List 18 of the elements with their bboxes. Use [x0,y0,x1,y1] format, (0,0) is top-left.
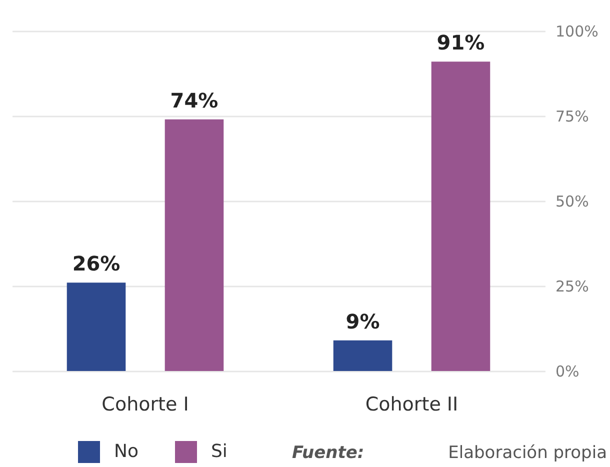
y-tick-label: 50% [556,192,589,210]
x-tick-label: Cohorte II [365,394,458,416]
y-tick-label: 0% [556,362,580,380]
y-tick-label: 25% [556,278,589,296]
text: Fuente: Elaboración propia [292,443,607,463]
data-label: 9% [346,309,380,334]
y-tick-label: 100% [556,22,598,40]
bar [431,62,490,371]
data-label: 26% [72,252,120,276]
bar [66,282,126,371]
legend-label: No [114,441,138,462]
data-label: 74% [170,88,218,112]
data-label: 91% [436,30,485,55]
bar [333,340,392,371]
y-tick-label: 75% [556,108,589,126]
x-tick-label: Cohorte I [102,394,189,416]
legend-label: Si [211,441,228,462]
bar [164,119,224,371]
